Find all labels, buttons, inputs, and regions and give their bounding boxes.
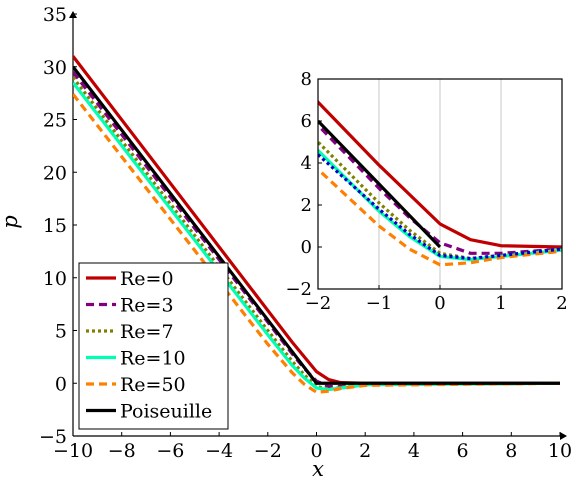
main-y-tick-label: 5 (55, 321, 67, 343)
inset-x-ticks: −2 −1 0 1 2 (305, 285, 568, 314)
y-axis-label: p (0, 215, 22, 228)
inset-y-tick-label: 4 (301, 153, 312, 174)
main-y-tick-label: 10 (43, 268, 67, 290)
main-x-tick-label: −8 (108, 440, 136, 462)
legend-label: Re=50 (120, 374, 186, 396)
main-x-ticks: −10 −8 −6 −4 −2 0 2 4 6 8 10 (53, 432, 572, 462)
inset-y-tick-label: 2 (301, 195, 312, 216)
inset-series-line (318, 139, 562, 261)
main-y-tick-label: 20 (43, 162, 67, 184)
main-x-tick-label: −6 (156, 440, 184, 462)
legend: Re=0 Re=3 Re=7 Re=10 Re=50 Poiseuille (78, 262, 229, 430)
inset-x-tick-label: 0 (434, 293, 445, 314)
legend-label: Re=0 (120, 268, 174, 290)
main-series-line (73, 93, 560, 394)
inset-y-tick-label: 8 (301, 69, 312, 90)
main-y-tick-label: 15 (43, 215, 67, 237)
main-series-line (73, 81, 560, 392)
inset-y-tick-label: −2 (285, 279, 312, 300)
legend-label: Poiseuille (120, 401, 212, 423)
inset-series-group (318, 99, 562, 267)
inset-series-line (318, 99, 562, 249)
inset-series-line (318, 167, 562, 267)
inset-x-tick-label: 2 (556, 293, 567, 314)
inset-series-line (318, 119, 442, 249)
main-series-group (73, 55, 560, 394)
legend-label: Re=7 (120, 321, 174, 343)
main-x-tick-label: 10 (548, 440, 572, 462)
main-y-ticks: −5 0 5 10 15 20 25 30 35 (39, 4, 77, 448)
legend-frame (78, 262, 229, 430)
main-x-tick-label: 4 (408, 440, 420, 462)
inset-y-tick-label: 0 (301, 237, 312, 258)
inset-x-tick-label: −1 (366, 293, 393, 314)
main-y-tick-label: 30 (43, 57, 67, 79)
main-x-tick-label: 8 (505, 440, 517, 462)
inset-x-tick-label: −2 (305, 293, 332, 314)
main-x-tick-label: 6 (457, 440, 469, 462)
main-series-line (73, 65, 560, 385)
main-y-tick-label: 0 (55, 373, 67, 395)
main-y-tick-label: 35 (43, 4, 67, 26)
main-x-tick-label: 0 (310, 440, 322, 462)
inset-series-line (318, 153, 562, 261)
inset-y-tick-label: 6 (301, 111, 312, 132)
main-x-tick-label: −10 (53, 440, 93, 462)
main-y-tick-label: −5 (39, 426, 67, 448)
legend-label: Re=3 (120, 295, 174, 317)
inset-x-tick-label: 1 (495, 293, 506, 314)
main-x-tick-label: −4 (205, 440, 233, 462)
main-x-tick-label: 2 (359, 440, 371, 462)
inset-y-ticks: −2 0 2 4 6 8 (285, 69, 322, 300)
inset-plot: −2 −1 0 1 2 −2 0 2 4 6 8 (285, 69, 568, 314)
legend-items: Re=0 Re=3 Re=7 Re=10 Re=50 Poiseuille (86, 268, 212, 423)
main-x-tick-label: −2 (254, 440, 282, 462)
main-y-tick-label: 25 (43, 110, 67, 132)
x-axis-label: x (312, 457, 324, 481)
legend-label: Re=10 (120, 348, 186, 370)
